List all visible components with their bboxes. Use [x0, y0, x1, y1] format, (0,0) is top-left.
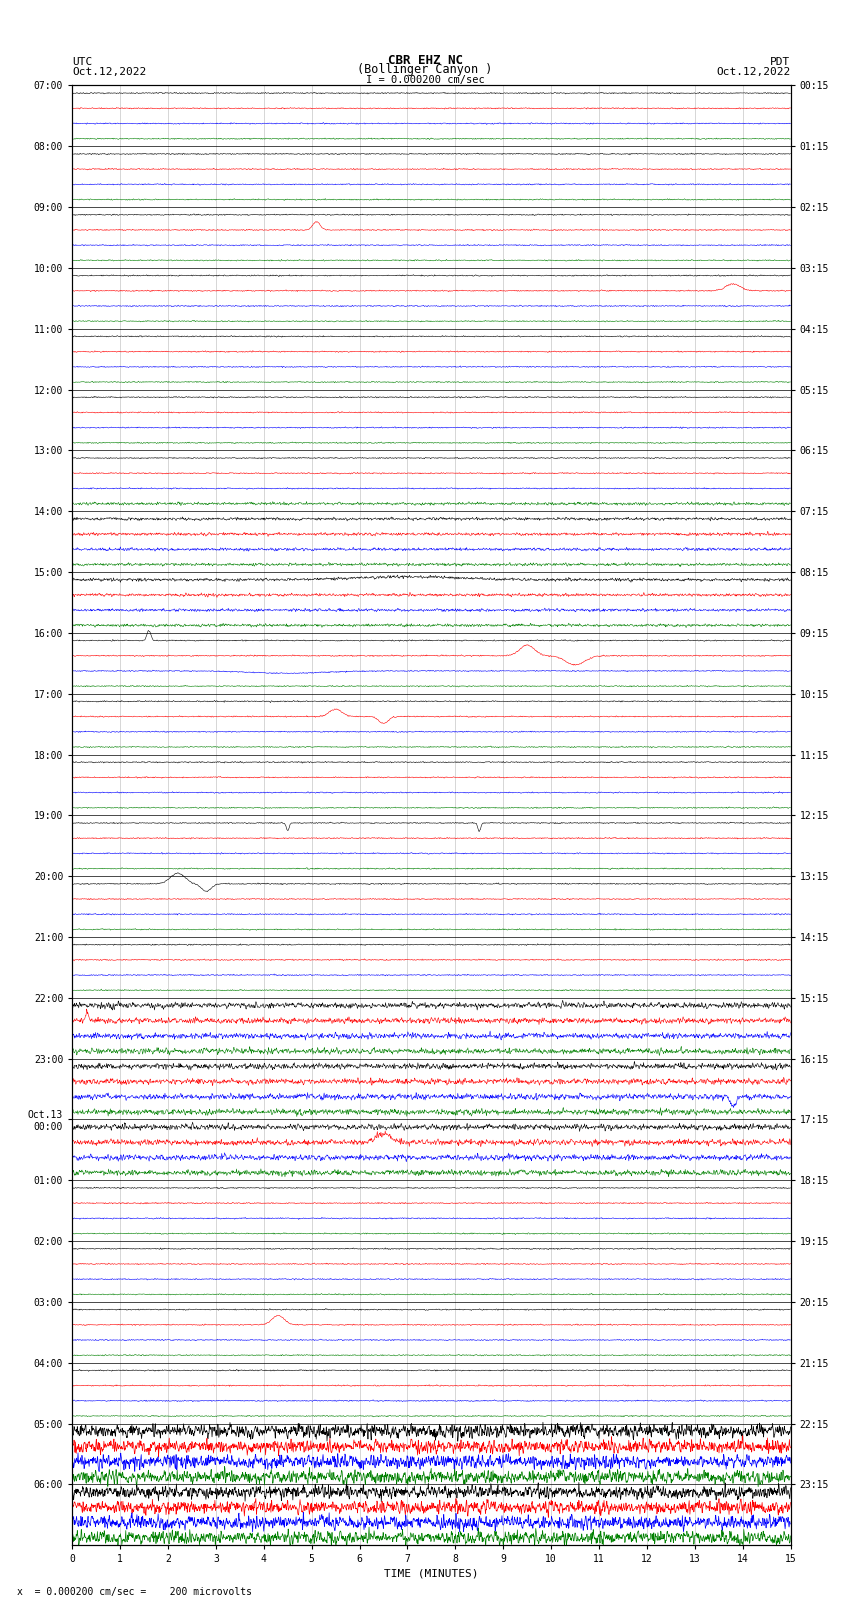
Text: I = 0.000200 cm/sec: I = 0.000200 cm/sec	[366, 74, 484, 84]
Text: PDT: PDT	[770, 56, 790, 66]
Text: UTC: UTC	[72, 56, 93, 66]
Text: Oct.12,2022: Oct.12,2022	[72, 68, 146, 77]
Text: Oct.12,2022: Oct.12,2022	[717, 68, 790, 77]
Text: x  = 0.000200 cm/sec =    200 microvolts: x = 0.000200 cm/sec = 200 microvolts	[17, 1587, 252, 1597]
Text: (Bollinger Canyon ): (Bollinger Canyon )	[357, 63, 493, 76]
Text: CBR EHZ NC: CBR EHZ NC	[388, 53, 462, 66]
X-axis label: TIME (MINUTES): TIME (MINUTES)	[384, 1568, 479, 1579]
